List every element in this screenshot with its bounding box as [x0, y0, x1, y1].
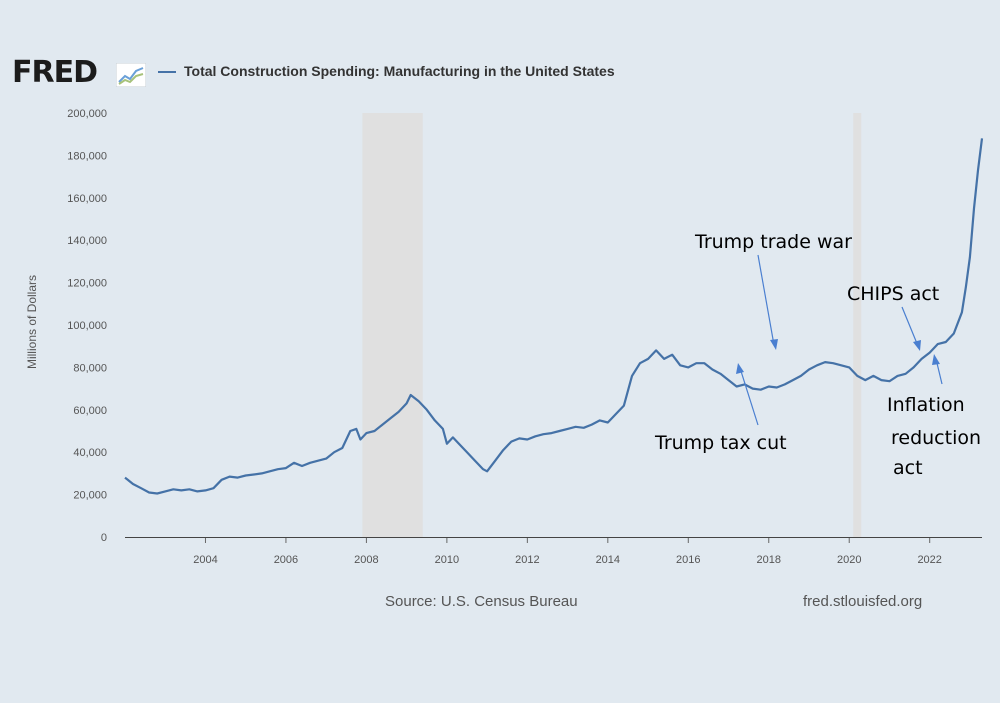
y-tick-label: 80,000	[73, 362, 107, 374]
x-tick-label: 2016	[676, 554, 700, 566]
arrow-ira-head	[932, 354, 940, 365]
annotation-trade-war: Trump trade war	[694, 231, 852, 253]
y-tick-label: 140,000	[67, 235, 107, 247]
y-tick-label: 100,000	[67, 320, 107, 332]
x-tick-label: 2014	[596, 554, 620, 566]
arrow-chips	[901, 306, 919, 347]
arrow-trade-war	[757, 254, 775, 346]
y-tick-label: 60,000	[73, 405, 107, 417]
y-tick-label: 120,000	[67, 278, 107, 290]
arrow-trade-war-head	[770, 339, 778, 350]
fred-chart-icon	[116, 63, 146, 87]
recession-band-1	[853, 113, 862, 537]
source-url[interactable]: fred.stlouisfed.org	[803, 593, 923, 610]
recession-band-0	[362, 113, 423, 537]
annotation-chips-act: CHIPS act	[847, 283, 939, 305]
y-tick-label: 0	[101, 532, 107, 544]
x-tick-label: 2004	[193, 554, 217, 566]
annotation-ira-line1: Inflation	[887, 394, 965, 416]
x-tick-label: 2012	[515, 554, 539, 566]
y-tick-label: 40,000	[73, 447, 107, 459]
arrow-chips-head	[913, 340, 921, 351]
fred-logo[interactable]: FRED	[12, 55, 98, 90]
x-tick-label: 2020	[837, 554, 861, 566]
x-tick-label: 2006	[274, 554, 298, 566]
legend-swatch	[158, 71, 176, 73]
chart-frame	[0, 38, 1000, 628]
y-tick-label: 20,000	[73, 490, 107, 502]
annotation-ira-line3: act	[893, 457, 923, 479]
x-tick-label: 2018	[757, 554, 781, 566]
arrow-tax-cut-head	[736, 363, 744, 374]
y-tick-label: 200,000	[67, 108, 107, 120]
x-tick-label: 2022	[917, 554, 941, 566]
source-note: Source: U.S. Census Bureau	[385, 593, 578, 610]
y-tick-label: 160,000	[67, 193, 107, 205]
annotation-tax-cut: Trump tax cut	[654, 432, 787, 454]
x-tick-label: 2010	[435, 554, 459, 566]
series-line	[124, 138, 984, 495]
y-tick-label: 180,000	[67, 150, 107, 162]
x-tick-label: 2008	[354, 554, 378, 566]
annotation-layer: Trump trade war CHIPS act Trump tax cut …	[654, 231, 981, 479]
arrow-tax-cut	[739, 367, 759, 426]
annotation-ira-line2: reduction	[891, 427, 981, 449]
chart-title: Total Construction Spending: Manufacturi…	[184, 63, 615, 79]
